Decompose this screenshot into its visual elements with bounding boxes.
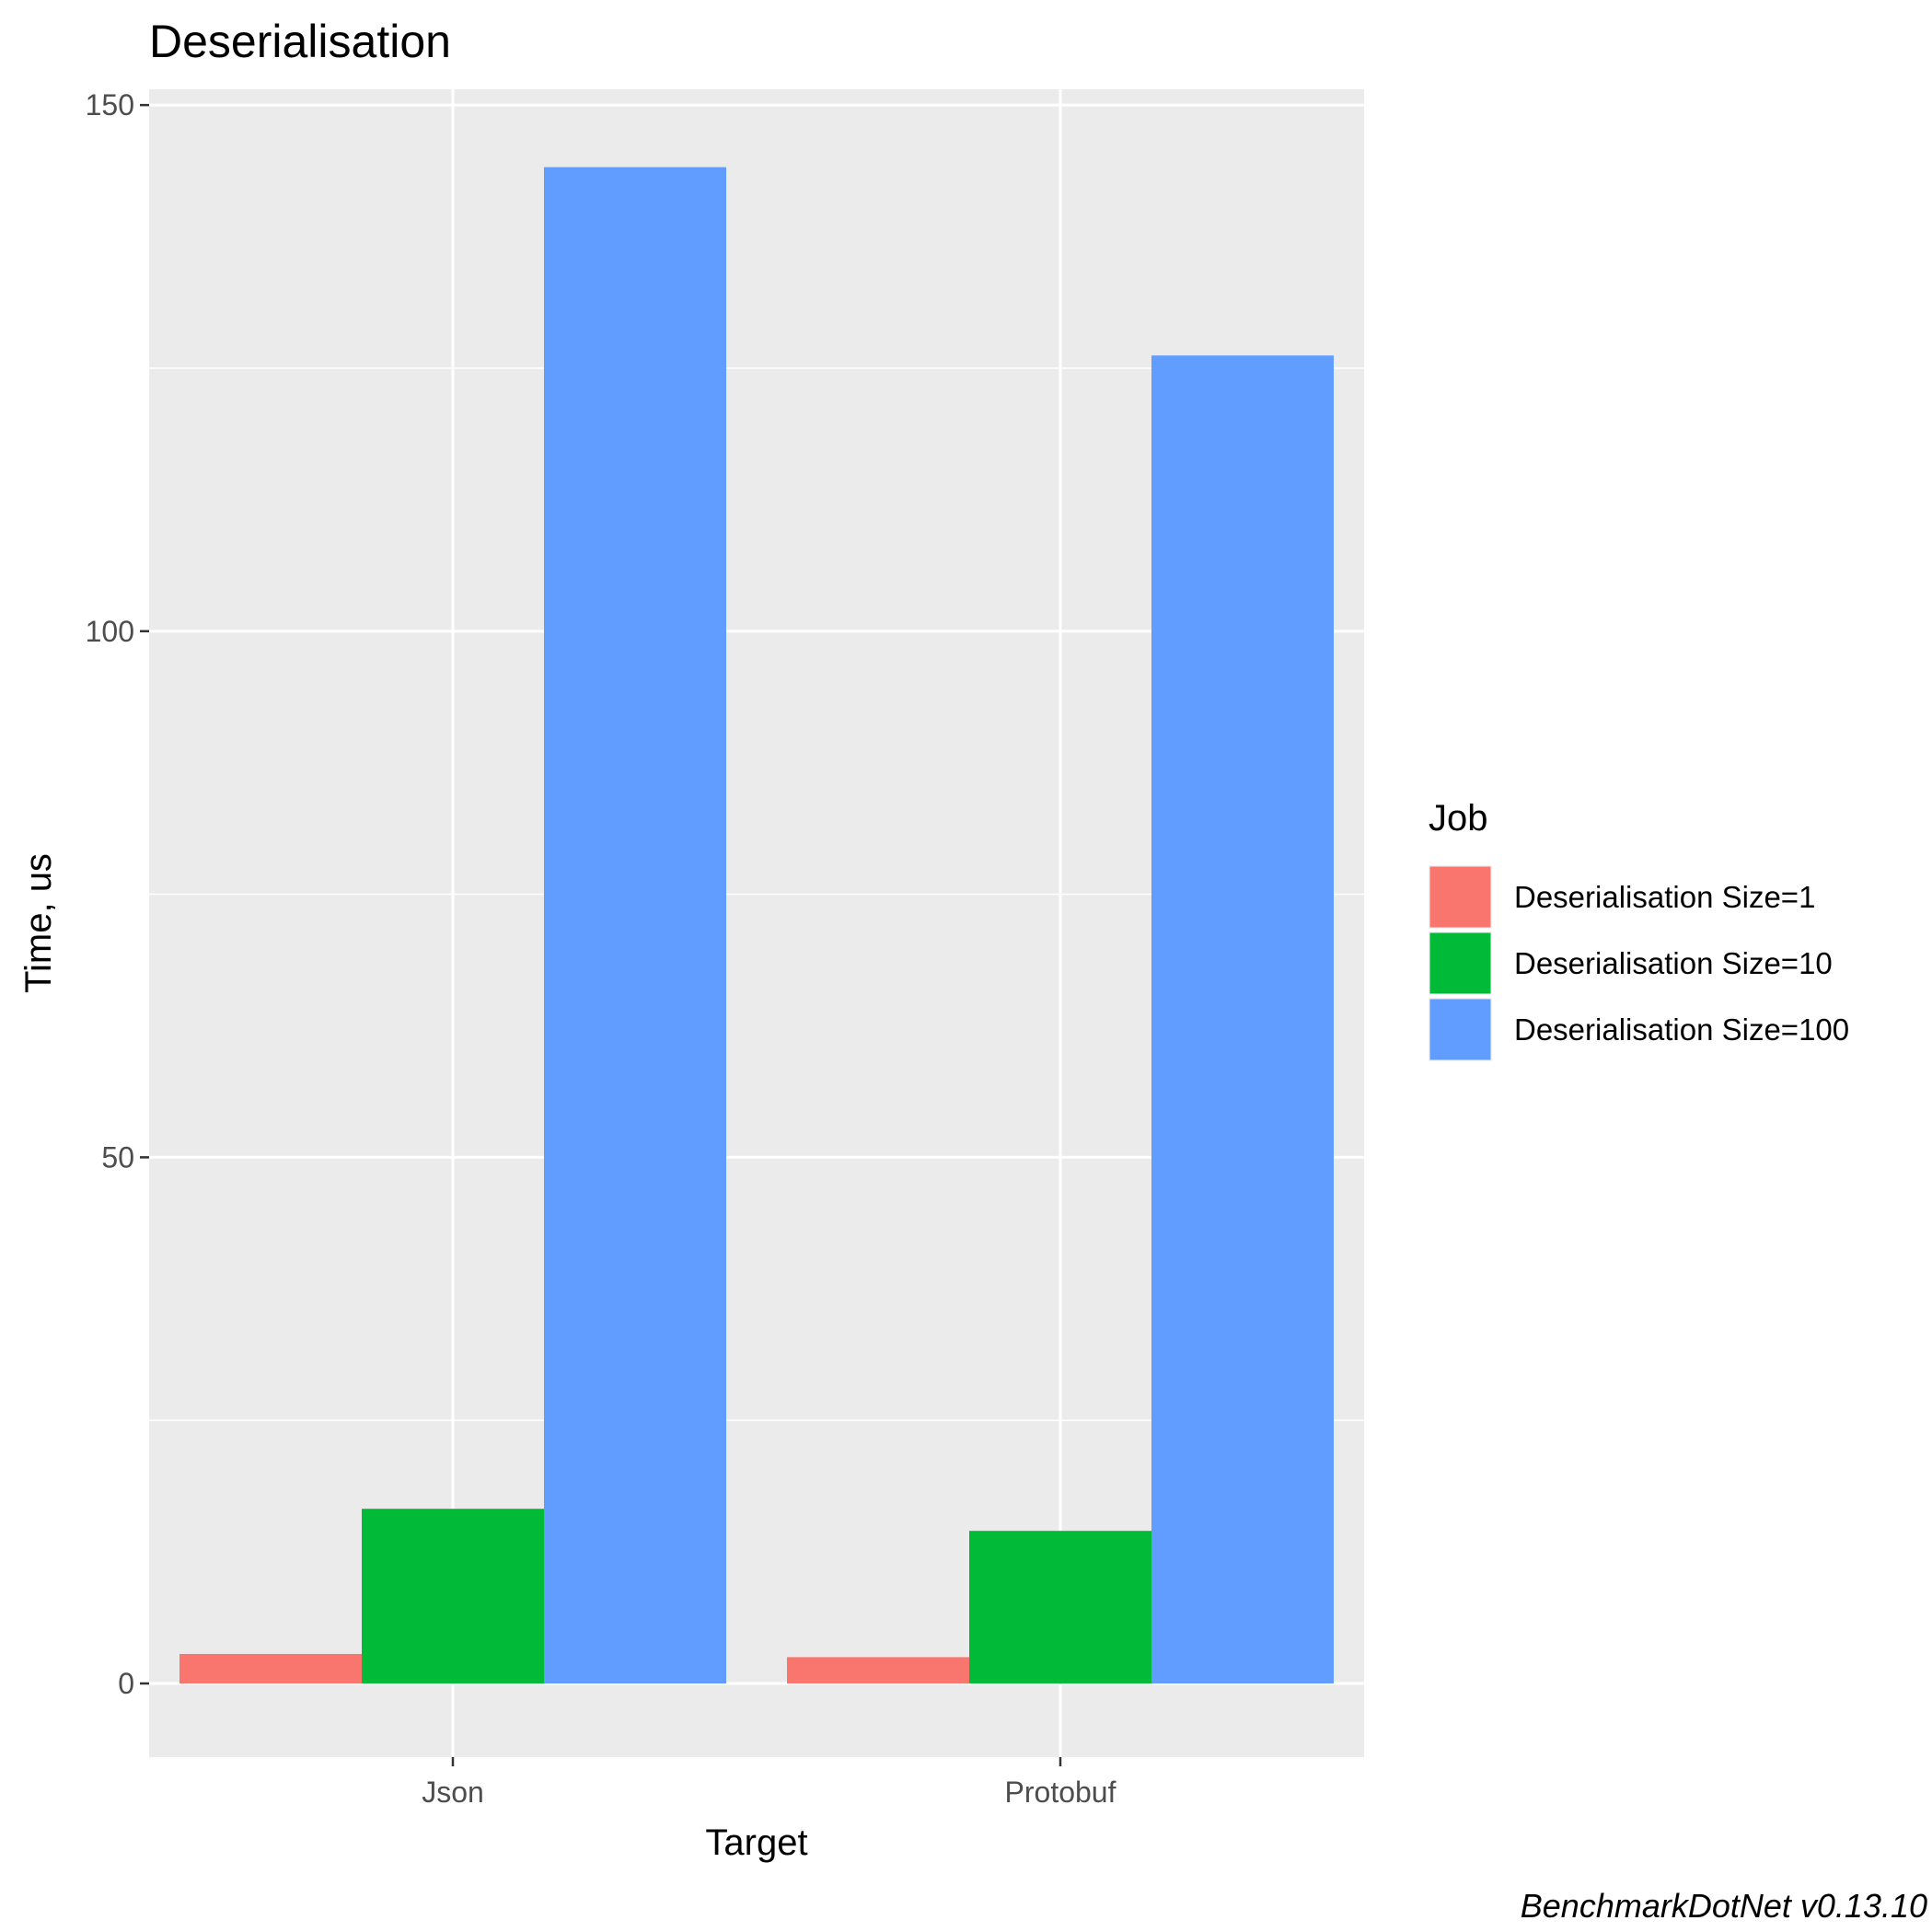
y-tick-label: 100 [86, 615, 134, 648]
bar [787, 1657, 969, 1683]
y-tick-label: 50 [101, 1140, 134, 1174]
legend-swatch [1429, 866, 1491, 928]
x-axis: Json Protobuf [422, 1757, 1116, 1809]
legend-label: Deserialisation Size=10 [1514, 946, 1833, 980]
legend-swatch [1429, 999, 1491, 1060]
y-tick-label: 150 [86, 88, 134, 121]
bar [1151, 355, 1334, 1683]
bar [179, 1653, 362, 1683]
y-axis-title: Time, us [18, 853, 59, 993]
x-tick-label: Json [422, 1776, 484, 1809]
y-axis: 0 50 100 150 [86, 88, 149, 1700]
legend-title: Job [1429, 798, 1488, 839]
y-tick-label: 0 [118, 1667, 134, 1700]
x-tick-label: Protobuf [1005, 1776, 1116, 1809]
legend: Job Deserialisation Size=1 Deserialisatio… [1429, 798, 1849, 1061]
bars [179, 167, 1334, 1683]
caption: BenchmarkDotNet v0.13.10 [1521, 1887, 1927, 1925]
legend-swatch [1429, 932, 1491, 994]
x-axis-title: Target [705, 1822, 807, 1863]
legend-label: Deserialisation Size=1 [1514, 880, 1815, 914]
legend-label: Deserialisation Size=100 [1514, 1012, 1849, 1047]
bar [969, 1531, 1151, 1683]
chart-title: Deserialisation [149, 16, 451, 67]
bar [362, 1509, 544, 1683]
bar [544, 167, 726, 1683]
